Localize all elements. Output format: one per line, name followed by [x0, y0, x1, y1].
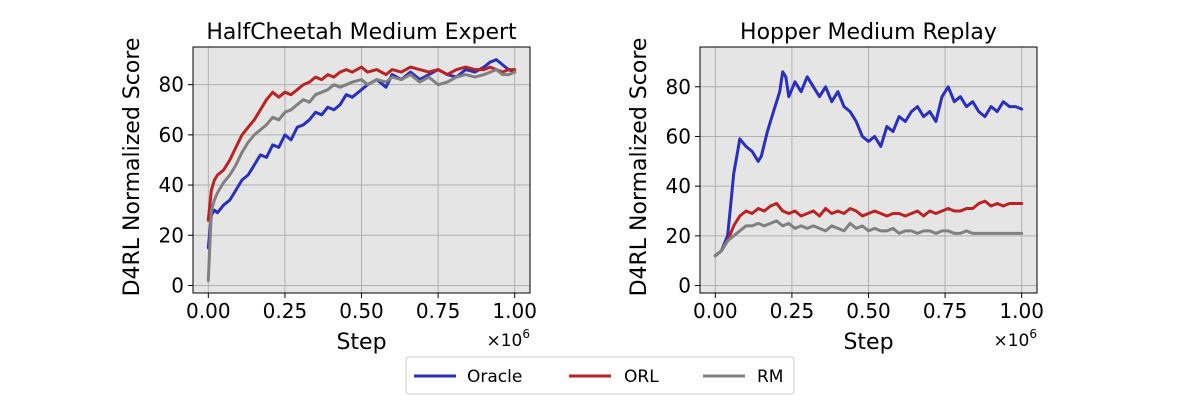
legend-label-rm: RM — [757, 367, 783, 387]
y-tick-label: 20 — [159, 223, 184, 247]
x-axis-multiplier: ×106 — [993, 327, 1037, 351]
x-tick-label: 0.25 — [770, 299, 815, 323]
series-line-rm — [206, 68, 517, 282]
x-tick-label: 0.50 — [846, 299, 891, 323]
x-axis-multiplier: ×106 — [486, 327, 530, 351]
y-tick-label: 20 — [666, 224, 691, 248]
x-tick-label: 0.75 — [923, 299, 968, 323]
y-axis-label: D4RL Normalized Score — [120, 38, 145, 297]
x-tick-label: 0.75 — [416, 299, 461, 323]
x-tick-label: 0.25 — [263, 299, 308, 323]
series-line-orl — [713, 199, 1024, 258]
y-tick-label: 40 — [159, 173, 184, 197]
y-tick-label: 80 — [159, 73, 184, 97]
x-tick-label: 0.00 — [186, 299, 231, 323]
chart-title: HalfCheetah Medium Expert — [206, 20, 517, 45]
legend-label-orl: ORL — [624, 367, 659, 387]
legend: Oracle ORL RM — [405, 356, 795, 395]
x-tick-label: 0.00 — [693, 299, 738, 323]
x-axis-label: Step — [843, 330, 893, 355]
y-tick-label: 80 — [666, 75, 691, 99]
y-tick-label: 60 — [666, 124, 691, 148]
series-line-rm — [713, 219, 1024, 258]
series-line-oracle — [713, 70, 1024, 258]
chart-title: Hopper Medium Replay — [740, 20, 997, 45]
x-tick-label: 1.00 — [492, 299, 537, 323]
series-line-orl — [206, 65, 517, 222]
y-tick-label: 0 — [678, 274, 691, 298]
chart-panel-hopper: 0.00 0.25 0.50 0.75 1.00 0 20 40 60 80 Hopper Medi… — [627, 20, 1044, 355]
y-tick-label: 0 — [171, 273, 184, 297]
y-axis-label: D4RL Normalized Score — [627, 38, 652, 297]
series-line-oracle — [206, 58, 517, 250]
chart-panel-halfcheetah: 0.00 0.25 0.50 0.75 1.00 0 20 40 60 80 HalfCheetah… — [120, 20, 537, 355]
x-axis-label: Step — [336, 330, 386, 355]
legend-label-oracle: Oracle — [467, 367, 522, 387]
y-tick-label: 60 — [159, 123, 184, 147]
y-tick-label: 40 — [666, 174, 691, 198]
x-tick-label: 1.00 — [999, 299, 1044, 323]
x-tick-label: 0.50 — [339, 299, 384, 323]
